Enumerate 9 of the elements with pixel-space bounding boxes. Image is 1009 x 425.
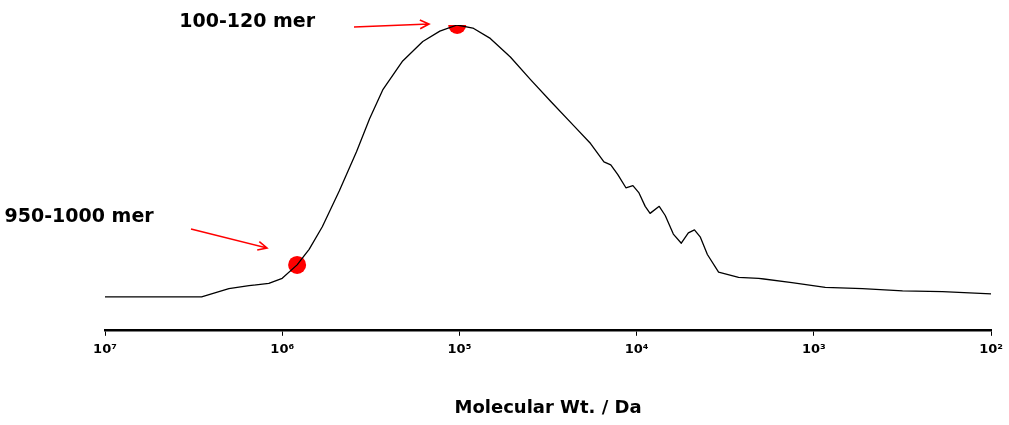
x-axis-title: Molecular Wt. / Da	[454, 395, 642, 417]
x-tick-label: 10⁵	[447, 340, 472, 356]
annotation: 100-120 mer	[179, 8, 316, 31]
x-tick-label: 10⁶	[270, 340, 295, 356]
annotation: 950-1000 mer	[4, 203, 155, 226]
x-tick-label: 10³	[801, 340, 826, 356]
x-tick-label: 10⁷	[93, 340, 117, 356]
x-tick-label: 10⁴	[624, 340, 649, 356]
x-tick-label: 10²	[979, 340, 1004, 356]
